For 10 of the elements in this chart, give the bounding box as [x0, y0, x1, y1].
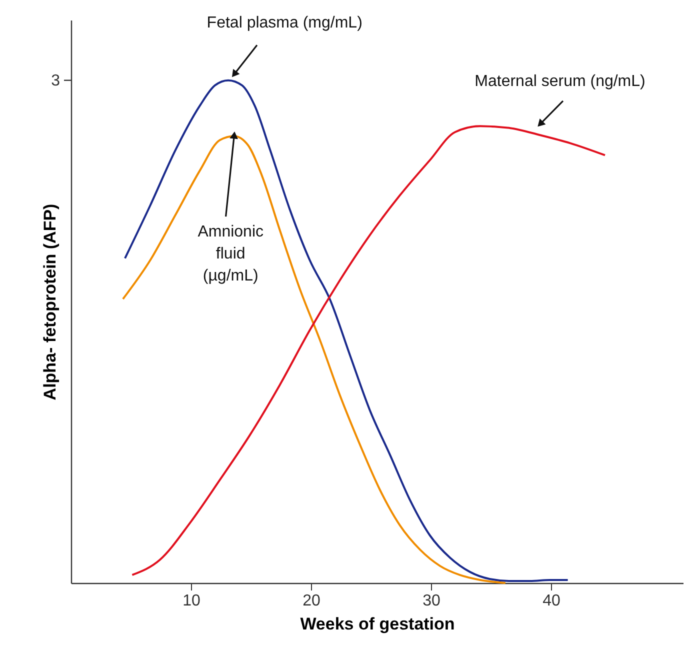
x-axis-title: Weeks of gestation [300, 614, 455, 634]
series-label: Amnionic fluid (µg/mL) [198, 224, 264, 285]
text: 3 [51, 72, 60, 90]
y-axis-title: Alpha- fetoprotein (AFP) [40, 204, 60, 400]
x-tick-label: 10 [182, 592, 200, 610]
x-tick-label: 30 [422, 592, 440, 610]
x-tick-label: 20 [302, 592, 320, 610]
text: Fetal plasma (mg/mL) [206, 14, 362, 32]
text: Maternal serum (ng/mL) [474, 72, 646, 90]
x-tick-label: 40 [542, 592, 560, 610]
